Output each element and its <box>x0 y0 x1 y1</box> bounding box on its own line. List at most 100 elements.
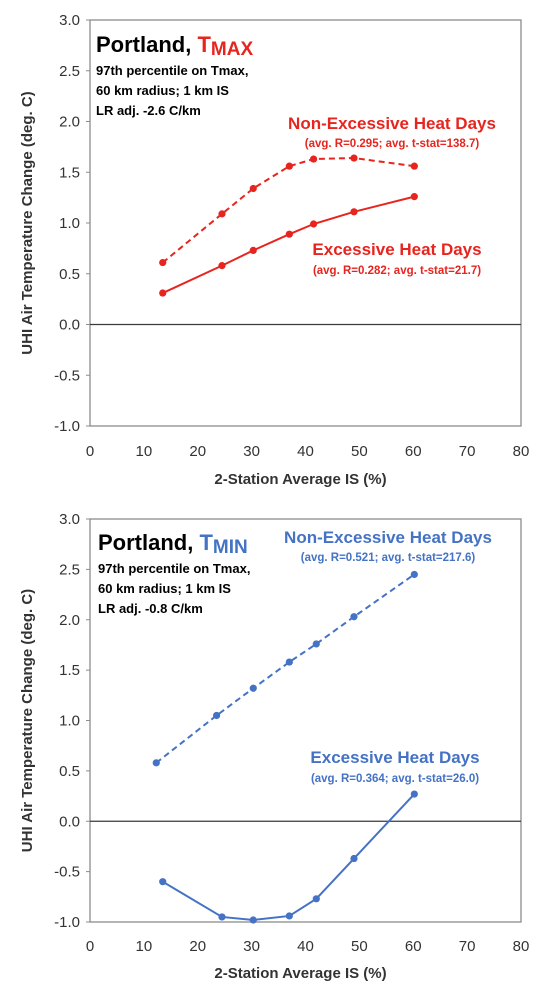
y-tick-label: 1.0 <box>59 713 80 730</box>
info-line: 60 km radius; 1 km IS <box>98 581 231 596</box>
y-tick-label: -0.5 <box>54 864 80 881</box>
x-tick-label: 50 <box>351 443 368 460</box>
x-tick-label: 0 <box>86 443 94 460</box>
data-point <box>159 289 167 297</box>
data-point <box>410 570 418 579</box>
data-point <box>213 711 221 720</box>
x-tick-label: 50 <box>351 938 368 955</box>
x-tick-label: 70 <box>459 938 476 955</box>
data-point <box>350 208 358 216</box>
data-point <box>312 895 320 903</box>
y-tick-label: 3.0 <box>59 12 80 29</box>
info-line: LR adj. -2.6 C/km <box>96 103 201 118</box>
data-point <box>285 658 293 666</box>
chart-title: Portland, TMAX <box>96 32 253 60</box>
x-tick-label: 70 <box>459 443 476 460</box>
data-point <box>285 912 293 920</box>
data-point <box>218 210 226 218</box>
x-tick-label: 80 <box>513 938 530 955</box>
x-tick-label: 20 <box>189 938 206 955</box>
series-non-excessive-heat-days: Non-Excessive Heat Days (avg. R=0.295; av… <box>159 114 496 267</box>
y-tick-label: 2.0 <box>59 612 80 629</box>
data-point <box>410 790 418 798</box>
series-stat-label: (avg. R=0.282; avg. t-stat=21.7) <box>313 265 481 277</box>
x-tick-label: 60 <box>405 938 422 955</box>
data-point <box>249 684 257 692</box>
x-tick-label: 10 <box>136 938 153 955</box>
data-point <box>285 162 293 170</box>
info-line: 97th percentile on Tmax, <box>96 63 248 78</box>
y-tick-label: -1.0 <box>54 418 80 435</box>
y-tick-label: 3.0 <box>59 511 80 528</box>
data-point <box>159 878 167 886</box>
y-tick-label: 0.0 <box>59 317 80 334</box>
series-excessive-heat-days: Excessive Heat Days (avg. R=0.364; avg. t… <box>159 748 480 924</box>
x-tick-label: 40 <box>297 443 314 460</box>
series-name-label: Excessive Heat Days <box>312 240 481 259</box>
chart-title-sub: MAX <box>211 39 254 60</box>
data-point <box>350 154 358 162</box>
y-tick-label: 1.5 <box>59 164 80 181</box>
data-point <box>249 916 257 924</box>
data-point <box>410 162 418 170</box>
data-point <box>350 854 358 863</box>
x-axis-label: 2-Station Average IS (%) <box>214 965 386 982</box>
data-point <box>249 246 257 255</box>
series-stat-label: (avg. R=0.295; avg. t-stat=138.7) <box>305 138 480 150</box>
data-point <box>312 640 320 648</box>
y-tick-label: 0.5 <box>59 763 80 780</box>
data-point <box>159 258 167 267</box>
y-tick-label: 2.5 <box>59 63 80 80</box>
y-axis-label: UHI Air Temperature Change (deg. C) <box>19 91 36 354</box>
series-name-label: Excessive Heat Days <box>310 748 479 767</box>
x-tick-label: 0 <box>86 938 94 955</box>
data-point <box>309 220 318 228</box>
info-line: LR adj. -0.8 C/km <box>98 601 203 616</box>
series-excessive-heat-days: Excessive Heat Days (avg. R=0.282; avg. t… <box>159 193 482 297</box>
chart-title-var: T <box>197 32 211 57</box>
chart-panel-1: 3.0 2.5 2.0 1.5 1.0 0.5 0.0 -0.5 -1.0 0 10 20 30 40 50… <box>19 12 529 488</box>
data-point <box>218 262 226 270</box>
data-point <box>350 613 358 621</box>
data-point <box>410 193 418 201</box>
x-tick-label: 20 <box>189 443 206 460</box>
series-name-label: Non-Excessive Heat Days <box>284 528 492 547</box>
x-tick-label: 60 <box>405 443 422 460</box>
x-tick-label: 30 <box>243 443 260 460</box>
chart-title-city: Portland, <box>96 32 197 57</box>
chart-title-var: T <box>199 530 213 555</box>
y-tick-label: 2.5 <box>59 561 80 578</box>
info-line: 97th percentile on Tmax, <box>98 561 250 576</box>
chart-title-city: Portland, <box>98 530 199 555</box>
series-stat-label: (avg. R=0.521; avg. t-stat=217.6) <box>301 552 476 564</box>
plot-frame <box>89 19 522 427</box>
series-name-label: Non-Excessive Heat Days <box>288 114 496 133</box>
data-point <box>218 913 226 921</box>
x-tick-label: 40 <box>297 938 314 955</box>
x-tick-label: 30 <box>243 938 260 955</box>
series-stat-label: (avg. R=0.364; avg. t-stat=26.0) <box>311 773 479 785</box>
series-line <box>162 793 416 921</box>
y-tick-label: 0.5 <box>59 266 80 283</box>
chart-panel-2: 3.0 2.5 2.0 1.5 1.0 0.5 0.0 -0.5 -1.0 0 10 20 30 40 50… <box>19 511 529 982</box>
x-axis-label: 2-Station Average IS (%) <box>214 471 386 488</box>
y-tick-label: -1.0 <box>54 914 80 931</box>
info-line: 60 km radius; 1 km IS <box>96 83 229 98</box>
x-tick-label: 10 <box>136 443 153 460</box>
series-non-excessive-heat-days: Non-Excessive Heat Days (avg. R=0.521; av… <box>152 528 492 767</box>
chart-title: Portland, TMIN <box>98 530 248 558</box>
y-tick-label: 1.0 <box>59 215 80 232</box>
x-tick-label: 80 <box>513 443 530 460</box>
y-tick-label: -0.5 <box>54 367 80 384</box>
data-point <box>249 184 257 193</box>
y-tick-label: 2.0 <box>59 114 80 131</box>
data-point <box>152 759 160 767</box>
y-axis-label: UHI Air Temperature Change (deg. C) <box>19 589 36 852</box>
chart-title-sub: MIN <box>213 537 248 558</box>
plot-frame <box>89 518 522 923</box>
data-point <box>285 230 293 238</box>
y-tick-label: 1.5 <box>59 662 80 679</box>
data-point <box>309 155 318 163</box>
y-tick-label: 0.0 <box>59 813 80 830</box>
